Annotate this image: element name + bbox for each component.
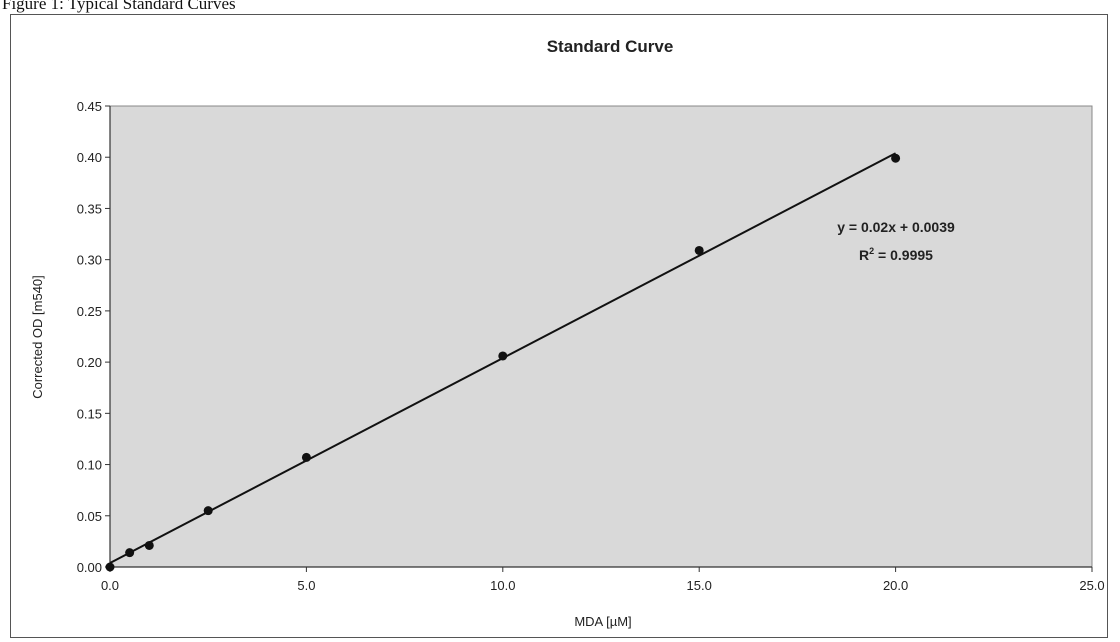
data-point: [694, 245, 704, 255]
data-point: [144, 540, 154, 550]
trendline-equation: y = 0.02x + 0.0039: [837, 219, 955, 235]
y-tick-label: 0.10: [77, 458, 102, 473]
figure-caption: Figure 1: Typical Standard Curves: [2, 0, 236, 13]
data-point: [125, 548, 135, 558]
y-tick-label: 0.00: [77, 560, 102, 575]
x-axis-ticks: 0.0 5.0 10.0 15.0 20.0 25.0: [101, 567, 1105, 593]
y-tick-label: 0.30: [77, 253, 102, 268]
y-axis-label: Corrected OD [m540]: [30, 275, 45, 399]
y-tick-label: 0.35: [77, 201, 102, 216]
y-tick-label: 0.05: [77, 509, 102, 524]
plot-area: [109, 105, 1093, 568]
y-axis-ticks: 0.00 0.05 0.10 0.15 0.20 0.25 0.30 0.35 0.40 0.45: [77, 99, 110, 575]
x-tick-label: 25.0: [1079, 578, 1104, 593]
y-tick-label: 0.40: [77, 150, 102, 165]
r-squared-label: R2 = 0.9995: [859, 246, 933, 263]
y-tick-label: 0.15: [77, 406, 102, 421]
chart-title: Standard Curve: [547, 37, 674, 56]
data-points: [105, 153, 901, 572]
x-tick-label: 0.0: [101, 578, 119, 593]
data-point: [105, 562, 115, 572]
data-point: [891, 153, 901, 163]
y-tick-label: 0.25: [77, 304, 102, 319]
x-tick-label: 20.0: [883, 578, 908, 593]
y-tick-label: 0.20: [77, 355, 102, 370]
x-tick-label: 5.0: [297, 578, 315, 593]
data-point: [301, 452, 311, 462]
x-tick-label: 15.0: [687, 578, 712, 593]
data-point: [498, 351, 508, 361]
y-tick-label: 0.45: [77, 99, 102, 114]
x-tick-label: 10.0: [490, 578, 515, 593]
data-point: [203, 506, 213, 516]
x-axis-label: MDA [µM]: [574, 614, 631, 629]
